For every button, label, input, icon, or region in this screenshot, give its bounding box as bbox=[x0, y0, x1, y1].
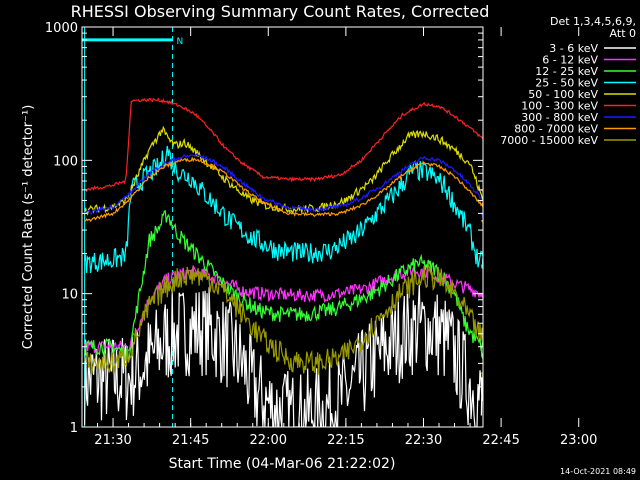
legend-label-8: 7000 - 15000 keV bbox=[500, 134, 598, 147]
series-line-2 bbox=[84, 210, 483, 361]
legend-label-5: 100 - 300 keV bbox=[521, 100, 598, 113]
legend-label-1: 6 - 12 keV bbox=[542, 54, 598, 67]
y-axis-label: Corrected Count Rate (s⁻¹ detector⁻¹) bbox=[21, 105, 36, 350]
series-line-8 bbox=[84, 263, 483, 378]
axes: 1 10 100 1000 21:30 21:45 22:00 22:15 22:30 22:45… bbox=[45, 21, 598, 448]
x-tick-label-5: 22:45 bbox=[482, 433, 519, 448]
legend-label-3: 25 - 50 keV bbox=[535, 77, 598, 90]
legend-header-detectors: Det 1,3,4,5,6,9, bbox=[550, 15, 636, 28]
x-tick-label-4: 22:30 bbox=[405, 433, 442, 448]
x-tick-label-2: 22:00 bbox=[250, 433, 287, 448]
series-line-7 bbox=[84, 156, 483, 224]
plot-area: N bbox=[81, 26, 484, 428]
legend-header-attenuator: Att 0 bbox=[610, 27, 636, 40]
y-tick-label-0: 1 bbox=[70, 421, 78, 436]
plot-frame bbox=[81, 26, 484, 428]
legend-label-0: 3 - 6 keV bbox=[549, 42, 598, 55]
x-tick-label-3: 22:15 bbox=[327, 433, 364, 448]
y-tick-label-3: 1000 bbox=[45, 21, 78, 36]
legend-label-2: 12 - 25 keV bbox=[535, 65, 598, 78]
legend-label-4: 50 - 100 keV bbox=[528, 88, 598, 101]
y-tick-label-1: 10 bbox=[61, 288, 78, 303]
x-tick-label-6: 23:00 bbox=[560, 433, 597, 448]
series-line-6 bbox=[84, 152, 483, 218]
x-tick-label-1: 21:45 bbox=[172, 433, 209, 448]
legend-label-6: 300 - 800 keV bbox=[521, 111, 598, 124]
x-axis-label: Start Time (04-Mar-06 21:22:02) bbox=[169, 456, 396, 472]
legend-label-7: 800 - 7000 keV bbox=[514, 123, 598, 136]
chart-title: RHESSI Observing Summary Count Rates, Co… bbox=[71, 2, 490, 21]
plot-marks: N bbox=[82, 27, 483, 427]
series-line-5 bbox=[84, 97, 483, 193]
y-tick-label-2: 100 bbox=[53, 154, 78, 169]
x-tick-label-0: 21:30 bbox=[94, 433, 131, 448]
footer-timestamp: 14-Oct-2021 08:49 bbox=[560, 467, 636, 476]
night-marker-label: N bbox=[177, 37, 184, 47]
series-line-0 bbox=[84, 284, 483, 427]
